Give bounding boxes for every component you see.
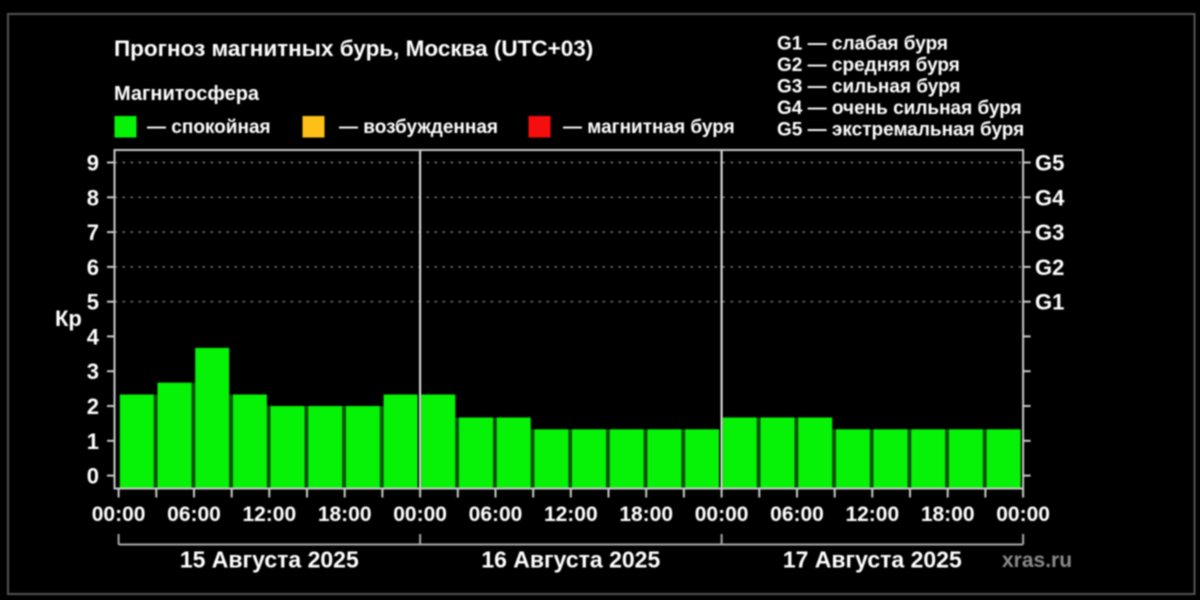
- svg-text:G4: G4: [1035, 185, 1065, 210]
- svg-text:— магнитная буря: — магнитная буря: [563, 117, 735, 138]
- svg-text:15 Августа 2025: 15 Августа 2025: [180, 547, 359, 573]
- svg-text:18:00: 18:00: [921, 503, 975, 526]
- svg-text:00:00: 00:00: [695, 503, 749, 526]
- svg-text:G1: G1: [1035, 290, 1064, 315]
- svg-text:8: 8: [87, 185, 99, 210]
- svg-text:6: 6: [87, 255, 99, 280]
- svg-text:4: 4: [87, 324, 100, 349]
- svg-text:Магнитосфера: Магнитосфера: [114, 83, 260, 105]
- svg-text:7: 7: [87, 220, 99, 245]
- svg-text:— возбужденная: — возбужденная: [339, 117, 498, 138]
- svg-text:G3: G3: [1035, 220, 1064, 245]
- svg-text:9: 9: [87, 151, 99, 176]
- svg-text:06:00: 06:00: [167, 503, 221, 526]
- svg-text:06:00: 06:00: [770, 503, 824, 526]
- svg-text:G2: G2: [1035, 255, 1064, 280]
- svg-text:18:00: 18:00: [318, 503, 372, 526]
- svg-text:0: 0: [87, 464, 99, 489]
- svg-text:G1 — слабая буря: G1 — слабая буря: [777, 34, 948, 55]
- svg-text:1: 1: [87, 429, 99, 454]
- svg-text:00:00: 00:00: [393, 503, 447, 526]
- svg-text:18:00: 18:00: [619, 503, 673, 526]
- svg-text:5: 5: [87, 290, 99, 315]
- svg-text:16 Августа 2025: 16 Августа 2025: [481, 547, 660, 573]
- svg-text:xras.ru: xras.ru: [1002, 549, 1072, 572]
- svg-text:G3 — сильная буря: G3 — сильная буря: [777, 77, 961, 98]
- svg-text:G5 — экстремальная буря: G5 — экстремальная буря: [777, 120, 1024, 141]
- svg-text:G4 — очень сильная буря: G4 — очень сильная буря: [777, 98, 1022, 119]
- svg-text:12:00: 12:00: [544, 503, 598, 526]
- svg-text:00:00: 00:00: [996, 503, 1050, 526]
- svg-text:00:00: 00:00: [92, 503, 146, 526]
- svg-text:12:00: 12:00: [242, 503, 296, 526]
- svg-text:Кр: Кр: [55, 306, 82, 331]
- svg-text:G2 — средняя буря: G2 — средняя буря: [777, 55, 960, 76]
- svg-text:06:00: 06:00: [469, 503, 523, 526]
- svg-text:— спокойная: — спокойная: [147, 117, 271, 138]
- svg-text:2: 2: [87, 394, 99, 419]
- svg-text:12:00: 12:00: [845, 503, 899, 526]
- svg-text:17 Августа 2025: 17 Августа 2025: [783, 547, 962, 573]
- svg-text:G5: G5: [1035, 151, 1064, 176]
- svg-text:3: 3: [87, 359, 99, 384]
- svg-text:Прогноз магнитных бурь, Москва: Прогноз магнитных бурь, Москва (UTC+03): [114, 36, 593, 61]
